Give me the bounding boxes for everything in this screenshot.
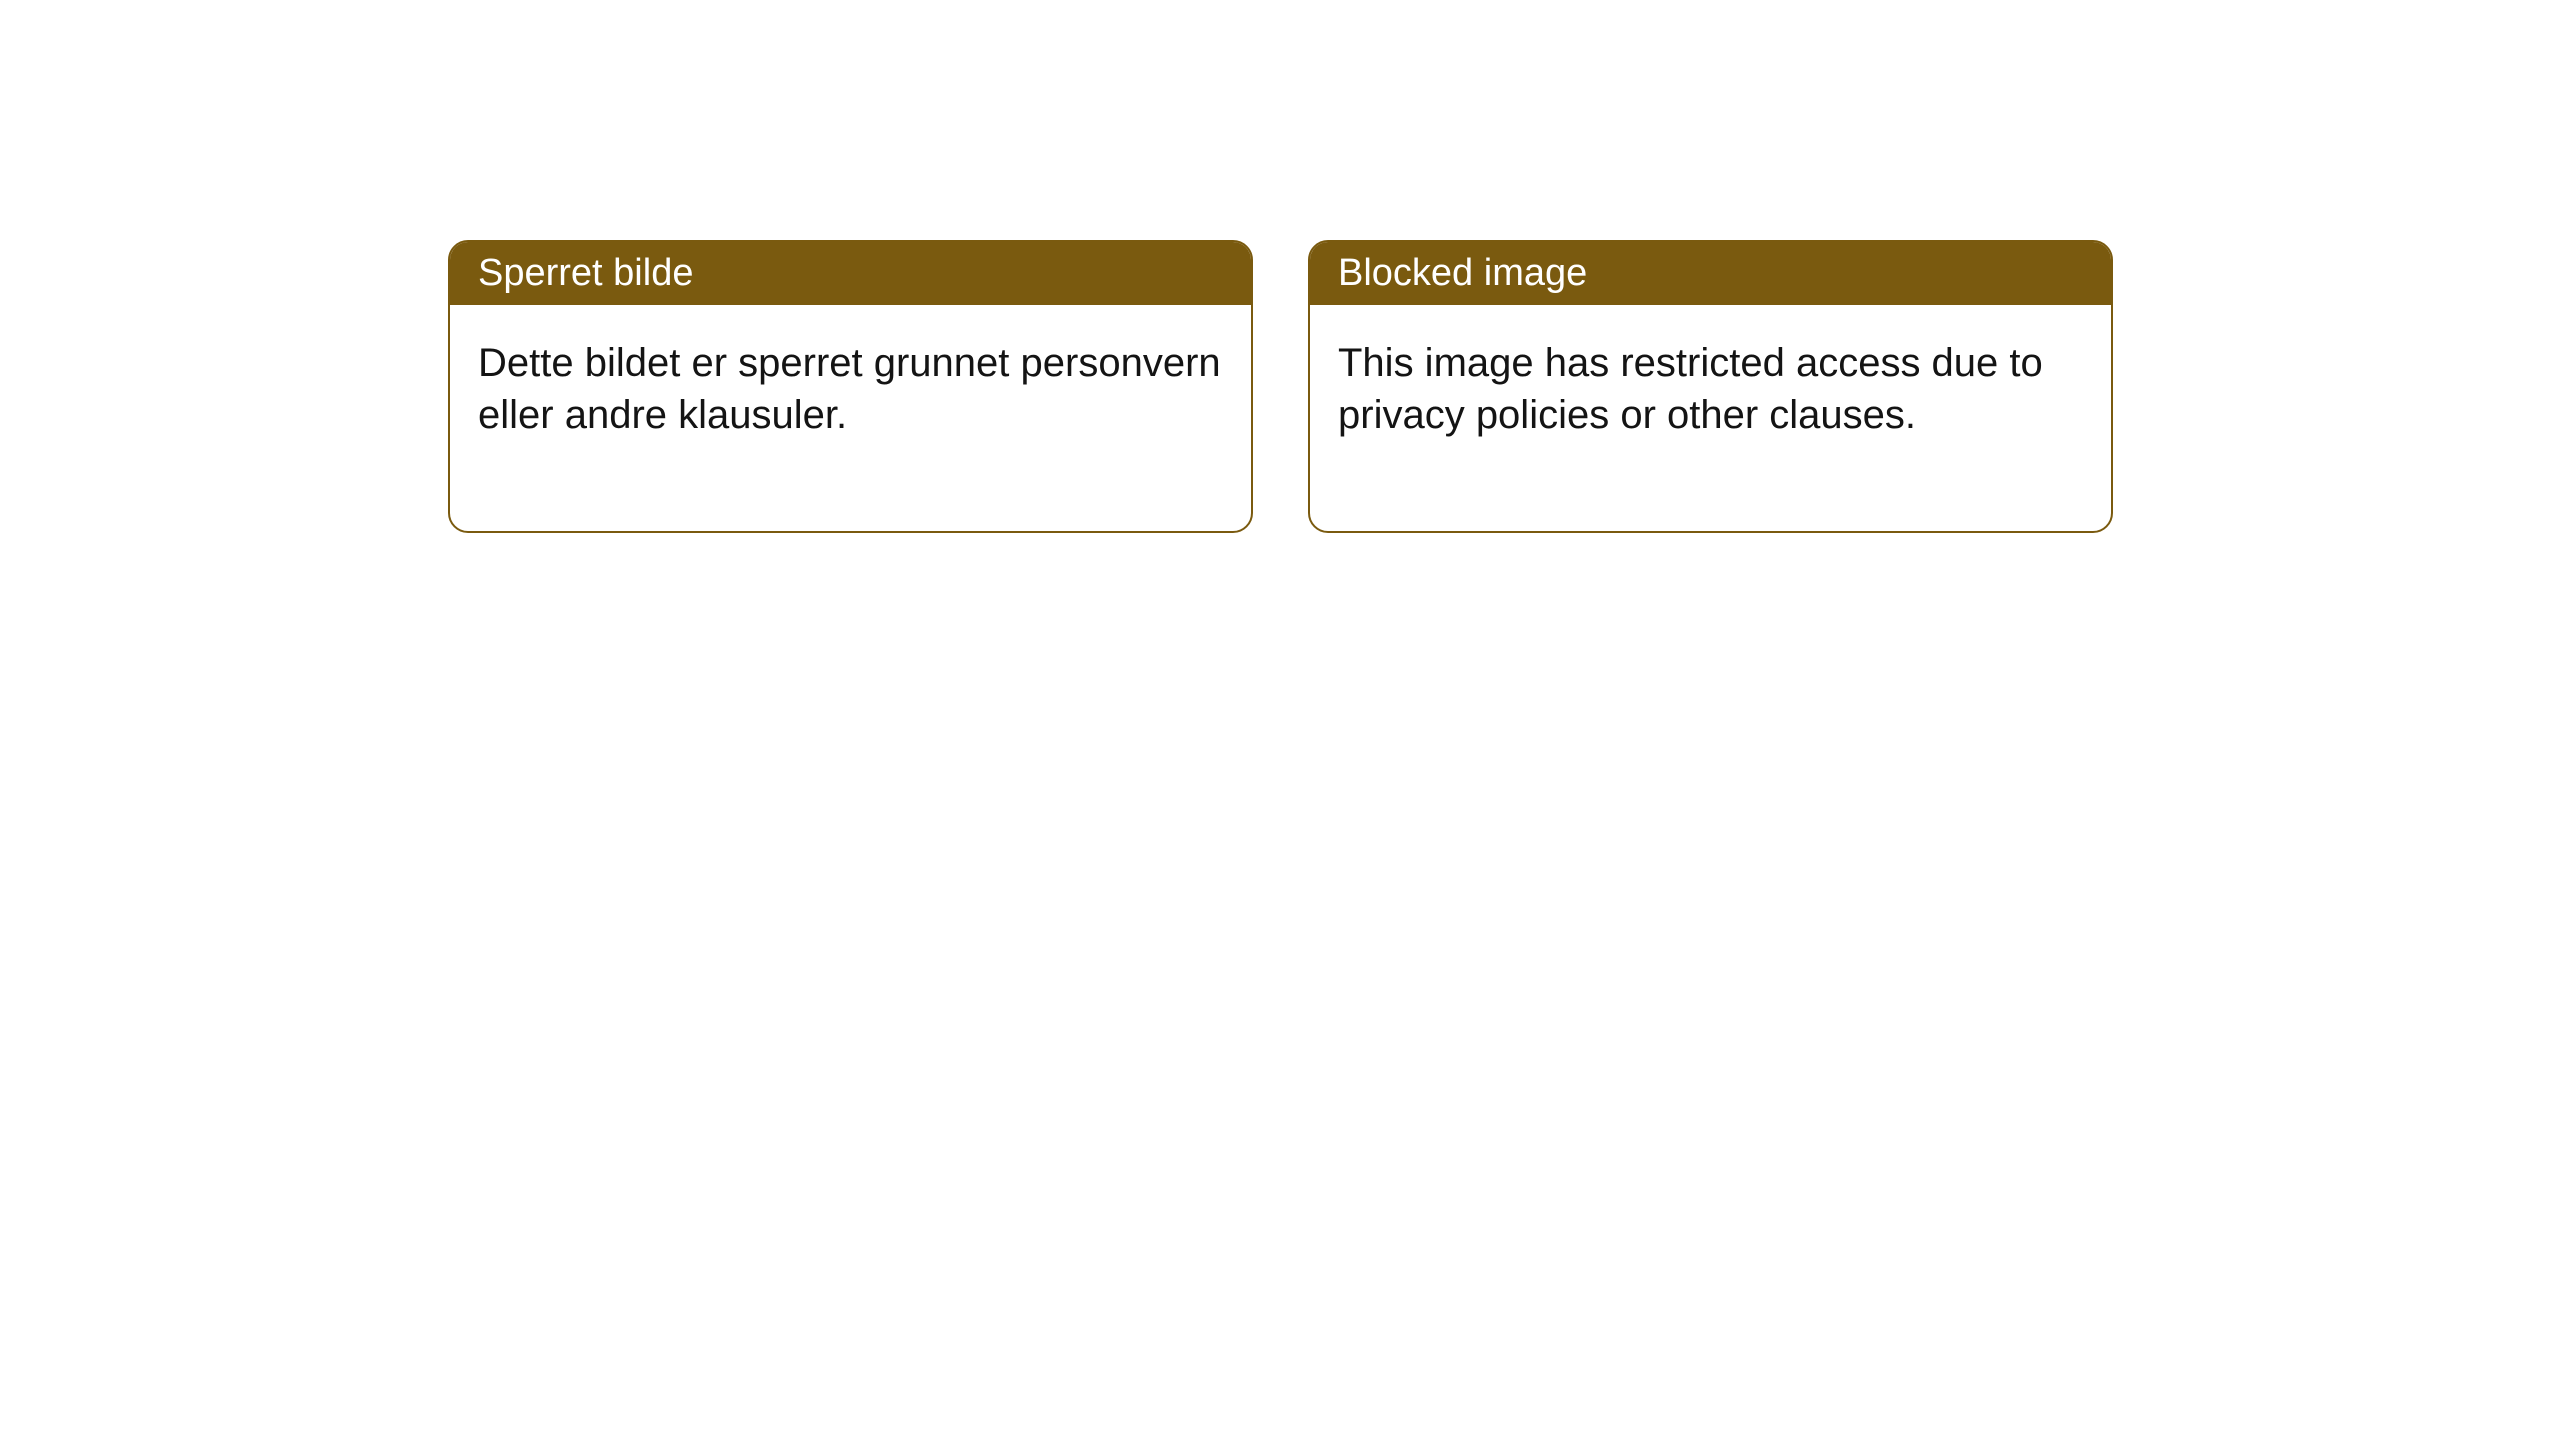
card-header-english: Blocked image bbox=[1310, 242, 2111, 305]
card-message: This image has restricted access due to … bbox=[1338, 341, 2043, 437]
notice-cards-container: Sperret bilde Dette bildet er sperret gr… bbox=[448, 240, 2113, 533]
card-body-norwegian: Dette bildet er sperret grunnet personve… bbox=[450, 305, 1251, 531]
card-title: Blocked image bbox=[1338, 252, 1587, 294]
card-message: Dette bildet er sperret grunnet personve… bbox=[478, 341, 1221, 437]
card-title: Sperret bilde bbox=[478, 252, 693, 294]
notice-card-english: Blocked image This image has restricted … bbox=[1308, 240, 2113, 533]
card-header-norwegian: Sperret bilde bbox=[450, 242, 1251, 305]
card-body-english: This image has restricted access due to … bbox=[1310, 305, 2111, 531]
notice-card-norwegian: Sperret bilde Dette bildet er sperret gr… bbox=[448, 240, 1253, 533]
